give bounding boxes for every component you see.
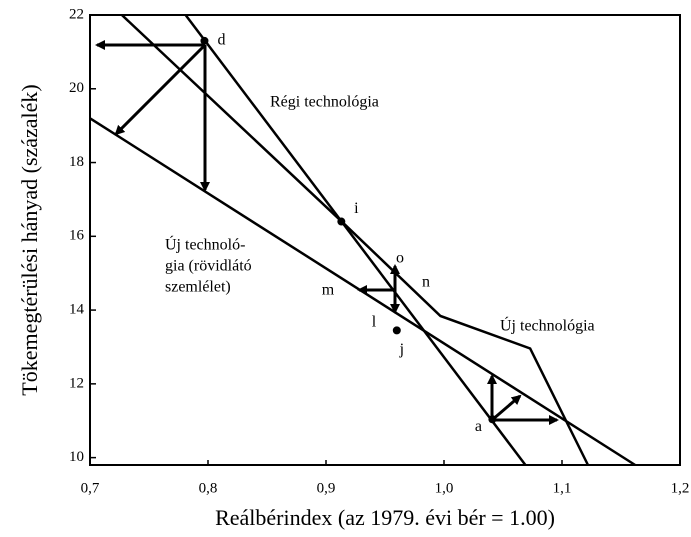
y-tick-label: 18 xyxy=(69,154,84,170)
x-tick-label: 1,2 xyxy=(671,480,690,496)
point-label: a xyxy=(475,418,482,435)
y-tick-label: 14 xyxy=(69,302,85,318)
point-label: i xyxy=(354,200,359,217)
arrow xyxy=(114,43,207,136)
point xyxy=(488,415,497,424)
series-label: szemlélet) xyxy=(165,279,231,296)
series-line xyxy=(184,14,527,466)
series-line xyxy=(121,14,590,466)
arrow xyxy=(491,394,522,422)
series-label: Új technoló- xyxy=(165,235,245,254)
y-axis-label: Tökemegtérülési hányad (százalék) xyxy=(17,84,42,396)
y-tick-label: 10 xyxy=(69,449,84,465)
x-tick-label: 0,9 xyxy=(317,480,336,496)
series-label: gia (rövidlátó xyxy=(165,258,252,275)
x-tick-label: 1,1 xyxy=(553,480,572,496)
point xyxy=(392,326,401,335)
point-label: d xyxy=(217,31,225,48)
point xyxy=(337,217,346,226)
annotation: l xyxy=(372,314,377,331)
x-axis-label: Reálbérindex (az 1979. évi bér = 1.00) xyxy=(215,505,555,530)
series-label: Régi technológia xyxy=(270,94,379,111)
annotation: m xyxy=(322,282,335,299)
x-tick-label: 1,0 xyxy=(435,480,454,496)
arrows xyxy=(95,40,559,425)
y-tick-label: 16 xyxy=(69,228,85,244)
point xyxy=(200,36,209,45)
annotation: n xyxy=(422,274,430,291)
point-label: j xyxy=(399,341,404,358)
y-tick-label: 22 xyxy=(69,6,84,22)
x-tick-label: 0,7 xyxy=(81,480,100,496)
series-label: Új technológia xyxy=(500,316,595,335)
annotation: o xyxy=(396,250,404,267)
x-tick-label: 0,8 xyxy=(199,480,218,496)
y-tick-label: 20 xyxy=(69,80,84,96)
series-line xyxy=(89,117,636,467)
y-tick-label: 12 xyxy=(69,375,84,391)
plot-frame xyxy=(89,14,681,466)
